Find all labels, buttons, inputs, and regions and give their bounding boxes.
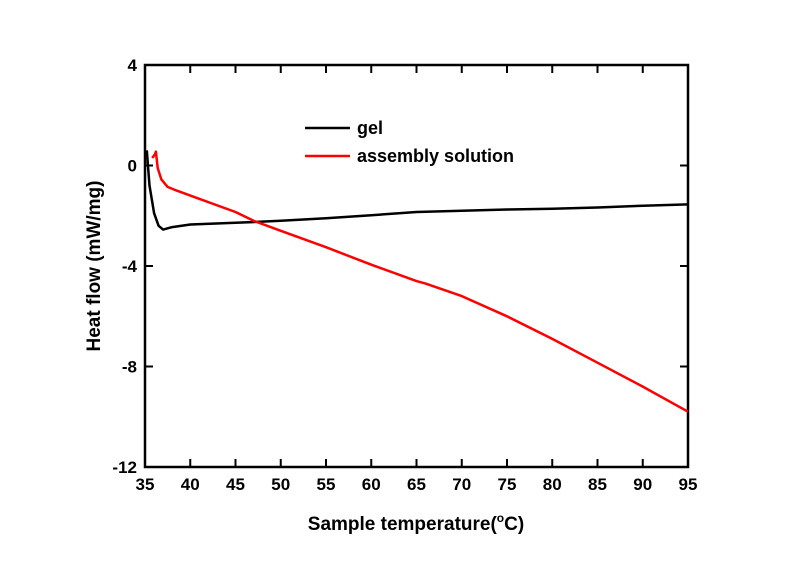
plot-frame: [143, 63, 690, 469]
y-axis-label: Heat flow (mW/mg): [84, 181, 105, 352]
x-tick-label: 95: [679, 475, 698, 494]
y-tick-label: 4: [128, 56, 138, 75]
x-tick-label: 50: [271, 475, 290, 494]
x-tick-label: 65: [407, 475, 426, 494]
x-axis-label: Sample temperature(oC): [308, 511, 524, 535]
x-tick-label: 70: [452, 475, 471, 494]
x-tick-label: 40: [181, 475, 200, 494]
x-tick-label: 55: [317, 475, 336, 494]
y-tick-label: 0: [128, 157, 137, 176]
legend-label-0: gel: [357, 118, 383, 138]
x-tick-label: 35: [136, 475, 155, 494]
x-tick-label: 90: [633, 475, 652, 494]
series-line-1: [151, 150, 689, 413]
x-tick-label: 85: [588, 475, 607, 494]
y-tick-label: -4: [122, 257, 138, 276]
y-tick-label: -8: [122, 358, 137, 377]
x-tick-label: 80: [543, 475, 562, 494]
x-tick-label: 75: [498, 475, 517, 494]
x-tick-label: 45: [226, 475, 245, 494]
y-tick-label: -12: [112, 458, 137, 477]
legend-label-1: assembly solution: [357, 146, 514, 166]
series-line-0: [145, 150, 689, 231]
x-tick-label: 60: [362, 475, 381, 494]
